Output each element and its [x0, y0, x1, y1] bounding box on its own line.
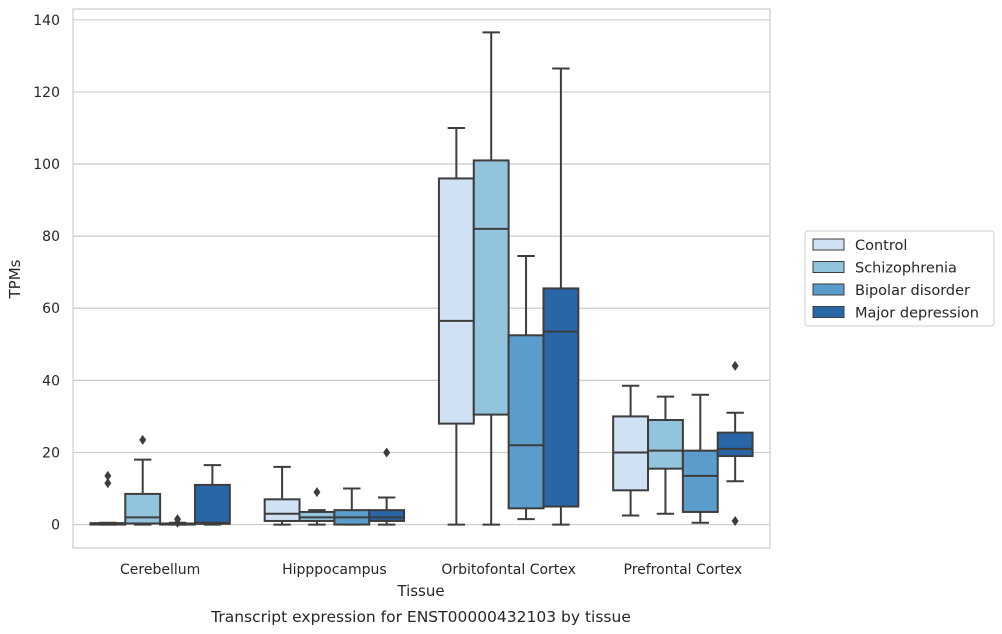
- x-tick-labels: Cerebellum Hipppocampus Orbitofontal Corte…: [120, 562, 742, 578]
- y-tick-label: 20: [42, 445, 60, 461]
- y-tick-label: 60: [42, 301, 60, 317]
- x-tick-label: Cerebellum: [120, 562, 200, 578]
- outlier-point: [139, 434, 147, 445]
- x-tick-label: Hipppocampus: [282, 562, 387, 578]
- box-control: [437, 126, 475, 526]
- box-major-depression: [542, 67, 580, 526]
- box-plots: [89, 31, 754, 528]
- legend-label: Bipolar disorder: [855, 283, 970, 299]
- box-major-depression: [716, 360, 754, 526]
- legend-label: Schizophrenia: [855, 261, 957, 277]
- box-iqr: [193, 483, 231, 525]
- box-bipolar-disorder: [681, 393, 719, 524]
- legend: Control Schizophrenia Bipolar disorder Majo…: [804, 230, 995, 327]
- legend-frame: [804, 230, 995, 327]
- outlier-point: [104, 470, 112, 481]
- chart-caption: Transcript expression for ENST0000043210…: [210, 608, 631, 626]
- x-axis-label: Tissue: [396, 582, 444, 600]
- y-axis-label: TPMs: [6, 259, 24, 299]
- box-iqr: [437, 177, 475, 425]
- y-tick-label: 0: [51, 518, 60, 534]
- box-iqr: [124, 492, 162, 525]
- box-control: [263, 465, 301, 526]
- box-control: [612, 384, 650, 517]
- outlier-point: [731, 360, 739, 371]
- box-major-depression: [368, 447, 406, 526]
- legend-swatch: [812, 283, 845, 296]
- legend-items: Control Schizophrenia Bipolar disorder Majo…: [812, 238, 979, 322]
- y-tick-label: 100: [33, 157, 60, 173]
- outlier-point: [383, 447, 391, 458]
- outlier-point: [313, 487, 321, 498]
- y-tick-labels: 0 20 40 60 80 100 120 140: [33, 13, 60, 534]
- box-iqr: [472, 159, 510, 416]
- outlier-point: [104, 478, 112, 489]
- box-major-depression: [193, 464, 231, 526]
- x-tick-label: Orbitofontal Cortex: [441, 562, 576, 578]
- y-tick-label: 120: [33, 85, 60, 101]
- legend-swatch: [812, 306, 845, 318]
- y-tick-label: 40: [42, 373, 60, 389]
- box-schizophrenia: [124, 434, 162, 526]
- box-iqr: [681, 449, 719, 513]
- x-tick-label: Prefrontal Cortex: [624, 562, 743, 578]
- box-schizophrenia: [472, 31, 510, 526]
- outlier-point: [174, 514, 182, 525]
- box-iqr: [507, 334, 545, 510]
- box-iqr: [263, 498, 301, 522]
- legend-swatch: [812, 238, 845, 251]
- legend-label: Major depression: [855, 306, 979, 322]
- legend-swatch: [812, 261, 845, 273]
- box-schizophrenia: [647, 395, 684, 515]
- legend-label: Control: [855, 238, 907, 254]
- y-tick-label: 140: [33, 13, 60, 29]
- y-tick-label: 80: [42, 229, 60, 245]
- box-iqr: [647, 419, 684, 470]
- box-iqr: [368, 509, 406, 522]
- box-iqr: [716, 431, 754, 458]
- box-iqr: [542, 287, 580, 508]
- outlier-point: [731, 515, 739, 526]
